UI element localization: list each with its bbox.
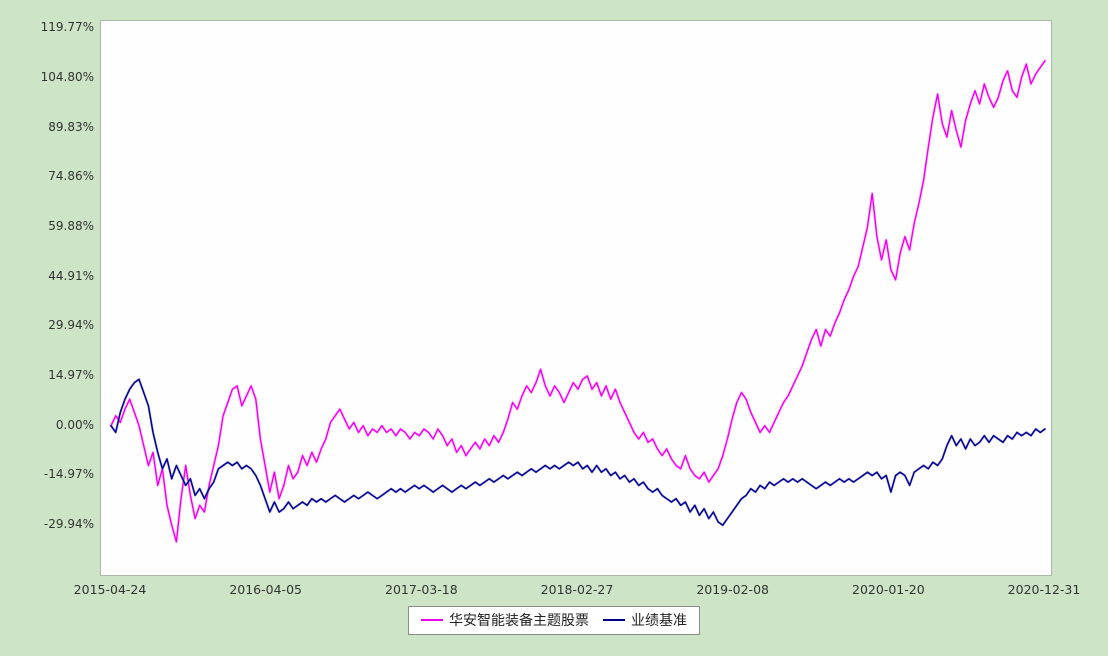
- y-tick-label: 14.97%: [48, 368, 94, 383]
- y-tick-label: -29.94%: [43, 517, 94, 532]
- y-tick-label: 29.94%: [48, 318, 94, 333]
- x-tick-label: 2015-04-24: [73, 582, 147, 597]
- x-tick-label: 2017-03-18: [385, 582, 458, 597]
- benchmark-line-swatch: [603, 619, 625, 621]
- y-tick-label: 74.86%: [48, 169, 94, 184]
- x-tick-label: 2020-01-20: [852, 582, 925, 597]
- fund-line-swatch: [421, 619, 443, 621]
- x-tick-label: 2020-12-31: [1007, 582, 1081, 597]
- x-tick-label: 2016-04-05: [229, 582, 302, 597]
- y-tick-label: 44.91%: [48, 268, 94, 283]
- y-tick-label: 89.83%: [48, 119, 94, 134]
- x-tick-label: 2019-02-08: [696, 582, 769, 597]
- legend-item-benchmark: 业绩基准: [603, 610, 687, 630]
- y-tick-label: 119.77%: [40, 20, 94, 35]
- legend-label-benchmark: 业绩基准: [631, 613, 687, 629]
- line-series-canvas: [109, 59, 1047, 544]
- legend-label-fund: 华安智能装备主题股票: [449, 613, 589, 629]
- chart-legend: 华安智能装备主题股票 业绩基准: [408, 606, 700, 635]
- y-tick-label: 104.80%: [40, 70, 94, 85]
- y-tick-label: -14.97%: [43, 467, 94, 482]
- legend-item-fund: 华安智能装备主题股票: [421, 610, 589, 630]
- y-tick-label: 59.88%: [48, 219, 94, 234]
- x-tick-label: 2018-02-27: [540, 582, 614, 597]
- y-tick-label: 0.00%: [55, 417, 94, 432]
- plot-area: [100, 20, 1052, 576]
